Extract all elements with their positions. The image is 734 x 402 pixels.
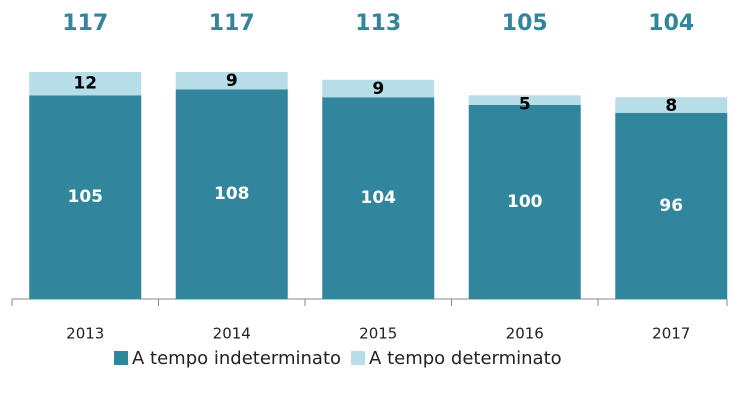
value-label: 96 <box>659 196 683 216</box>
legend-swatch <box>351 351 366 365</box>
total-label: 105 <box>502 11 548 36</box>
total-label: 117 <box>62 11 108 36</box>
value-label: 8 <box>665 96 677 116</box>
bar-segment <box>29 72 142 96</box>
bar-segment <box>615 112 728 299</box>
total-label: 113 <box>355 11 401 36</box>
bar-segment <box>322 97 435 300</box>
legend-label: A tempo determinato <box>369 348 562 369</box>
legend-swatch <box>114 351 128 365</box>
bar-segment <box>29 95 142 299</box>
value-label: 100 <box>507 192 543 212</box>
value-label: 9 <box>226 71 238 91</box>
total-label: 117 <box>209 11 255 36</box>
value-label: 105 <box>68 187 104 207</box>
x-tick-label: 2017 <box>652 325 690 343</box>
legend-label: A tempo indeterminato <box>132 348 341 369</box>
x-tick-label: 2016 <box>506 325 544 343</box>
bar-segment <box>468 95 581 105</box>
value-label: 5 <box>519 94 531 114</box>
value-label: 108 <box>214 184 250 204</box>
bar-segment <box>175 89 288 299</box>
bar-segment <box>322 79 435 98</box>
bar-segment <box>468 105 581 299</box>
value-label: 104 <box>361 188 397 208</box>
value-label: 12 <box>73 74 97 94</box>
value-label: 9 <box>372 79 384 99</box>
x-tick-label: 2015 <box>359 325 397 343</box>
bar-segment <box>615 97 728 113</box>
bar-segment <box>175 72 288 90</box>
x-tick-label: 2013 <box>66 325 104 343</box>
x-tick-label: 2014 <box>213 325 251 343</box>
total-label: 104 <box>648 11 694 36</box>
